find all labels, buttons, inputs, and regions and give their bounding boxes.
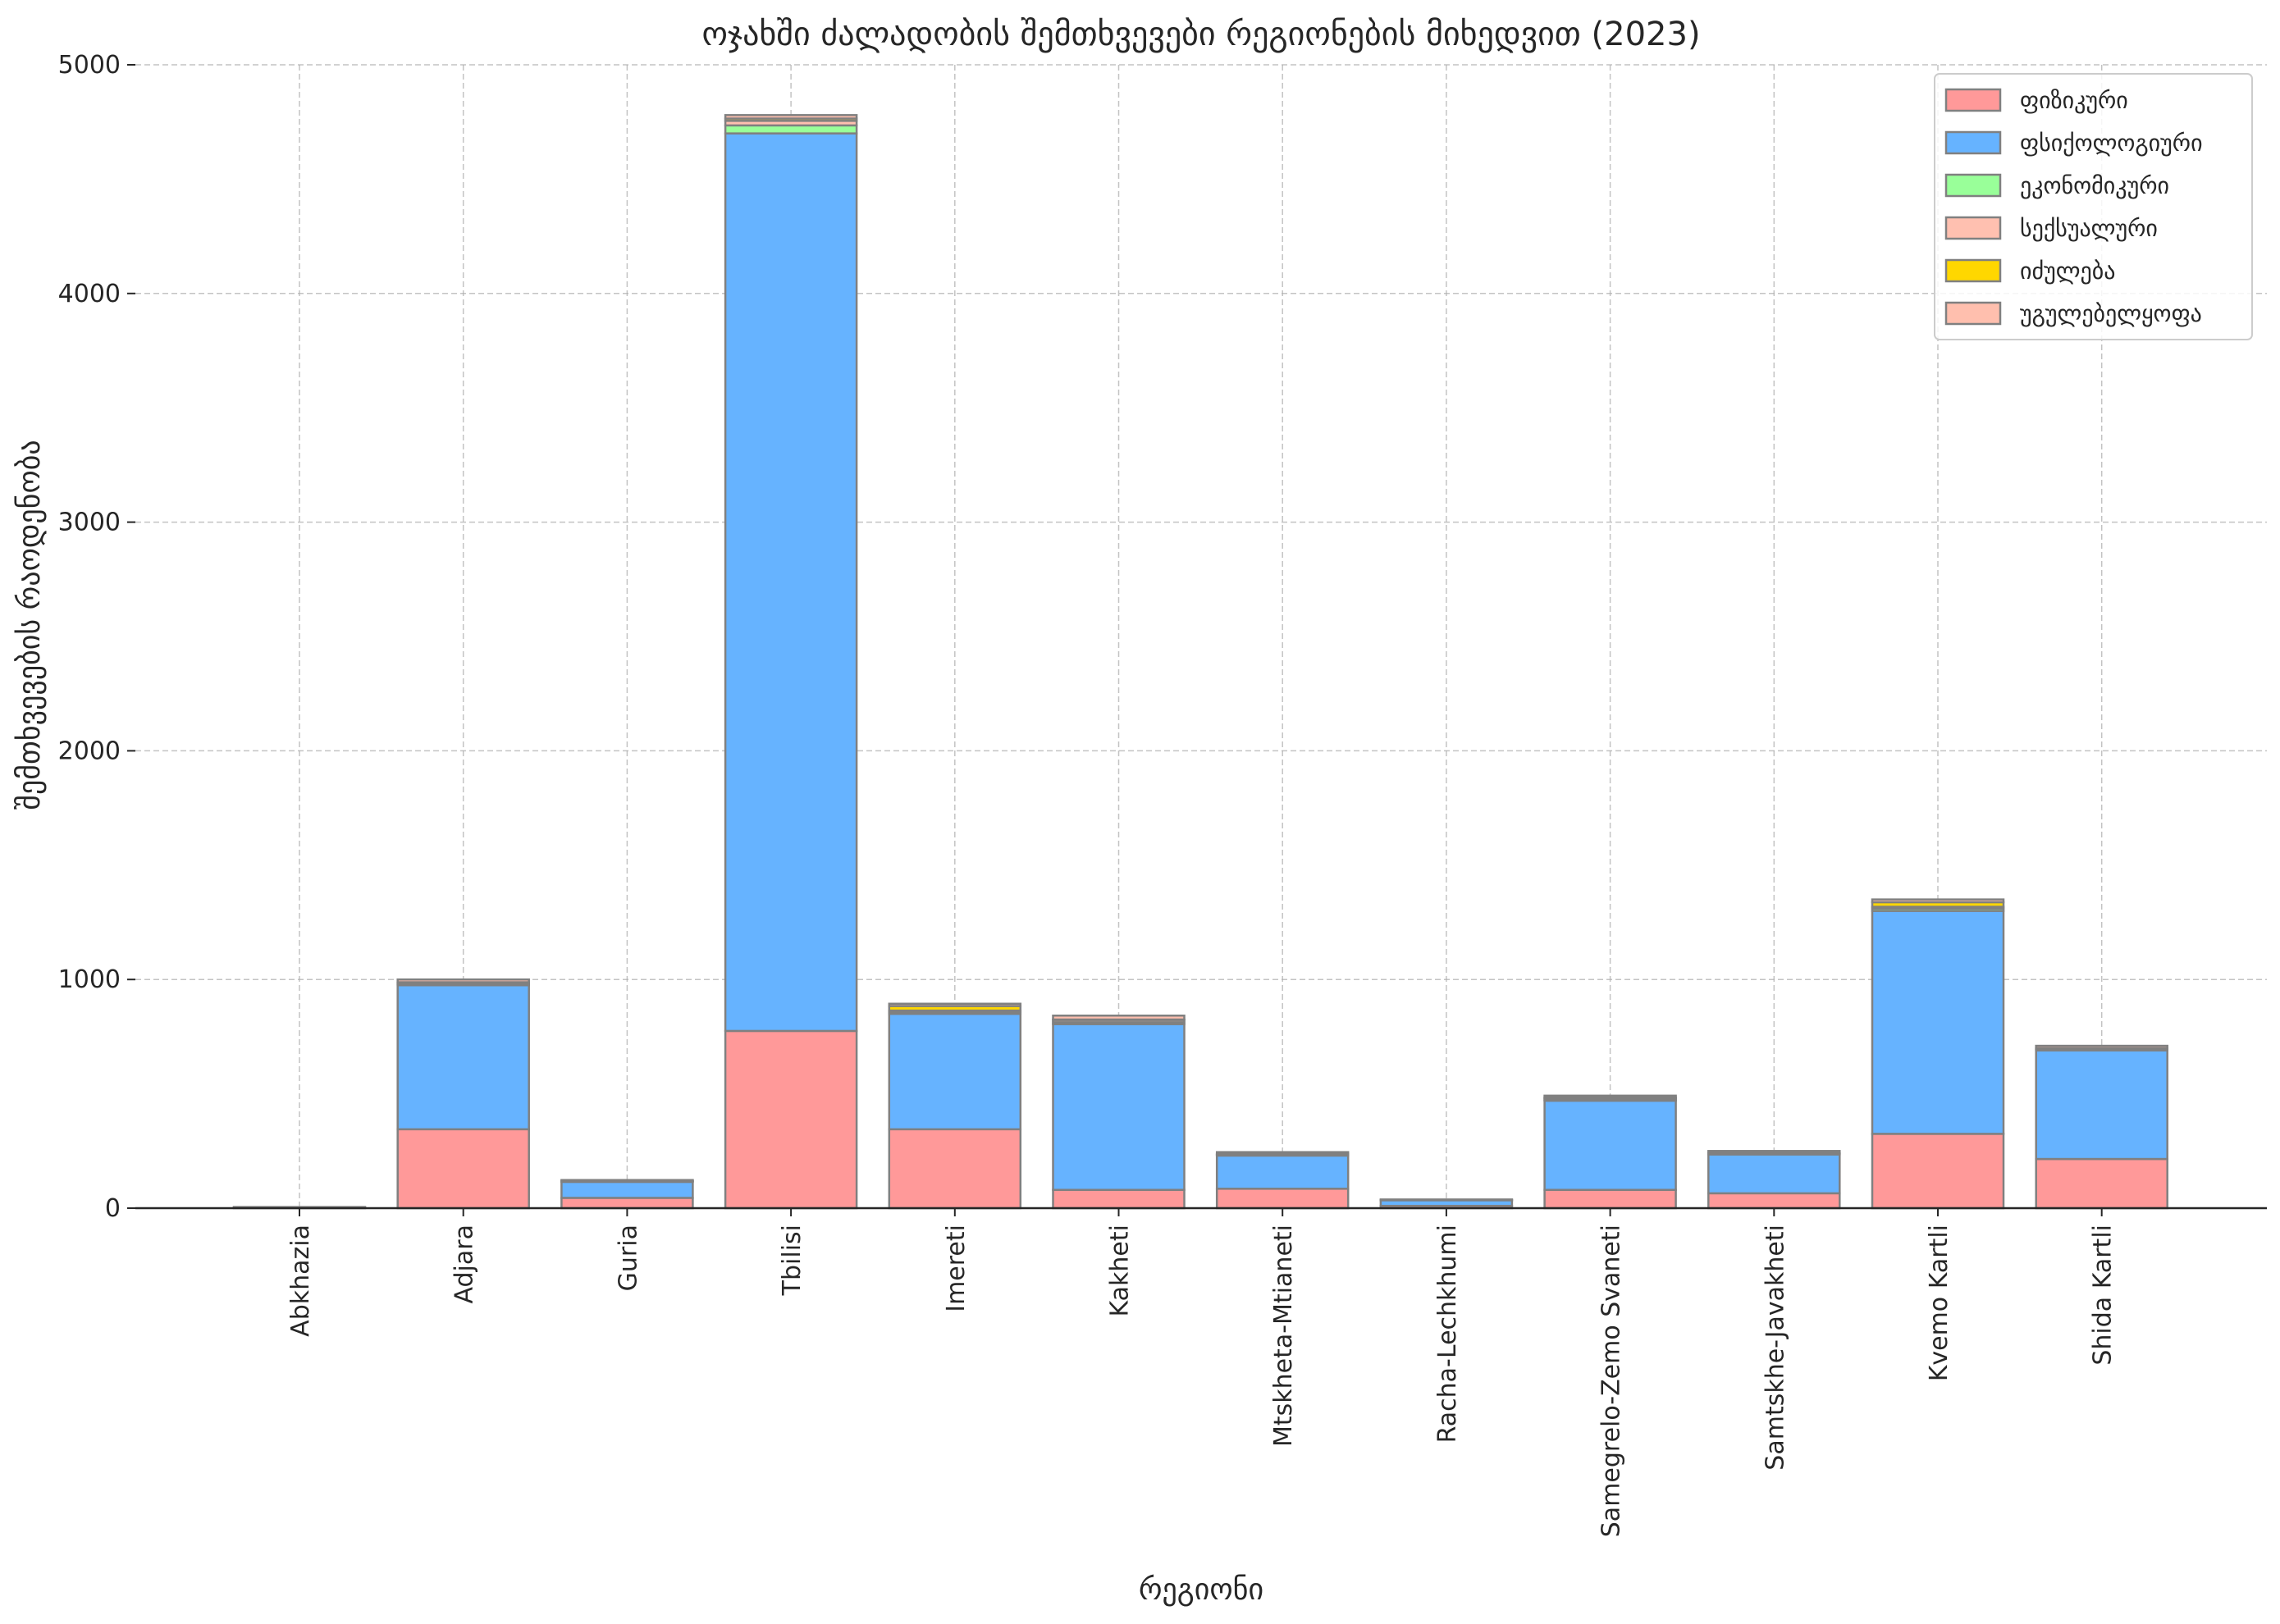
y-tick-label: 1000 bbox=[58, 965, 121, 994]
x-tick-label: Kvemo Kartli bbox=[1925, 1225, 1953, 1381]
legend-swatch bbox=[1944, 173, 2002, 198]
bar-segment bbox=[560, 1180, 694, 1199]
x-tick-label: Racha-Lechkhumi bbox=[1433, 1225, 1462, 1443]
x-tick-label: Mtskheta-Mtianeti bbox=[1269, 1225, 1298, 1447]
x-tick-label: Samegrelo-Zemo Svaneti bbox=[1597, 1225, 1626, 1537]
bar-segment bbox=[560, 1179, 694, 1182]
bars bbox=[232, 114, 2168, 1210]
bar-segment bbox=[888, 1012, 1022, 1131]
legend-frame bbox=[1934, 73, 2253, 340]
bar-segment bbox=[1379, 1198, 1514, 1202]
bar-segment bbox=[1543, 1188, 1677, 1210]
bar-segment bbox=[2035, 1044, 2168, 1050]
bar-segment bbox=[2035, 1049, 2168, 1161]
bar-segment bbox=[724, 114, 858, 120]
legend-label: იძულება bbox=[2020, 258, 2115, 285]
bar-segment bbox=[1215, 1151, 1350, 1156]
bar-segment bbox=[1707, 1192, 1841, 1210]
y-tick-label: 2000 bbox=[58, 737, 121, 765]
legend-label: ფიზიკური bbox=[2020, 87, 2128, 114]
bar-segment bbox=[1215, 1154, 1350, 1190]
bar-segment bbox=[1871, 910, 2005, 1135]
bar-segment bbox=[560, 1197, 694, 1210]
bar-segment bbox=[1052, 1188, 1186, 1210]
x-tick-label: Imereti bbox=[942, 1225, 971, 1312]
legend-swatch bbox=[1944, 216, 2002, 240]
y-ticks: 0 1000 2000 3000 4000 5000 bbox=[58, 51, 135, 1223]
y-tick-label: 5000 bbox=[58, 51, 121, 80]
y-tick-label: 0 bbox=[105, 1194, 121, 1223]
legend-swatch bbox=[1944, 130, 2002, 155]
bar-segment bbox=[1871, 1133, 2005, 1210]
bar-segment bbox=[396, 1128, 530, 1210]
bar-segment bbox=[1543, 1099, 1677, 1191]
y-tick-label: 4000 bbox=[58, 280, 121, 308]
x-tick-label: Samtskhe-Javakheti bbox=[1761, 1225, 1789, 1471]
bar-segment bbox=[724, 1029, 858, 1210]
legend-label: ეკონომიკური bbox=[2020, 172, 2169, 199]
legend-swatch bbox=[1944, 88, 2002, 112]
legend-label: ფსიქოლოგიური bbox=[2020, 130, 2203, 157]
x-tick-label: Guria bbox=[614, 1225, 642, 1291]
bar-segment bbox=[1215, 1188, 1350, 1210]
bar-segment bbox=[888, 1128, 1022, 1210]
bar-segment bbox=[1871, 898, 2005, 904]
chart-title: ოჯახში ძალადობის შემთხვევები რეგიონების … bbox=[701, 16, 1700, 53]
legend-swatch bbox=[1944, 258, 2002, 283]
x-tick-label: Adjara bbox=[450, 1225, 479, 1303]
bar-segment bbox=[724, 132, 858, 1033]
bar-segment bbox=[2035, 1157, 2168, 1210]
x-axis-label: რეგიონი bbox=[1139, 1573, 1263, 1607]
legend-label: სექსუალური bbox=[2020, 215, 2158, 242]
grid bbox=[135, 64, 2267, 1209]
bar-segment bbox=[396, 978, 530, 983]
x-tick-label: Tbilisi bbox=[778, 1225, 806, 1296]
y-tick-label: 3000 bbox=[58, 509, 121, 537]
bar-segment bbox=[724, 124, 858, 135]
y-axis-label: შემთხვევების რაოდენობა bbox=[13, 440, 47, 810]
bar-segment bbox=[1543, 1094, 1677, 1099]
x-ticks: Abkhazia Adjara Guria Tbilisi Imereti Kakheti… bbox=[286, 1208, 2118, 1537]
bar-segment bbox=[1707, 1153, 1841, 1195]
bar-segment bbox=[888, 1002, 1022, 1007]
x-tick-label: Kakheti bbox=[1106, 1225, 1135, 1316]
x-tick-label: Shida Kartli bbox=[2089, 1225, 2118, 1366]
bar-segment bbox=[396, 983, 530, 1131]
legend: ფიზიკური ფსიქოლოგიური ეკონომიკური სექსუალურ… bbox=[1934, 73, 2253, 340]
bar-segment bbox=[1707, 1150, 1841, 1154]
x-tick-label: Abkhazia bbox=[286, 1225, 315, 1337]
bar-segment bbox=[1052, 1015, 1186, 1021]
legend-swatch bbox=[1944, 301, 2002, 326]
bar-segment bbox=[1052, 1023, 1186, 1191]
legend-label: უგულებელყოფა bbox=[2020, 300, 2202, 327]
